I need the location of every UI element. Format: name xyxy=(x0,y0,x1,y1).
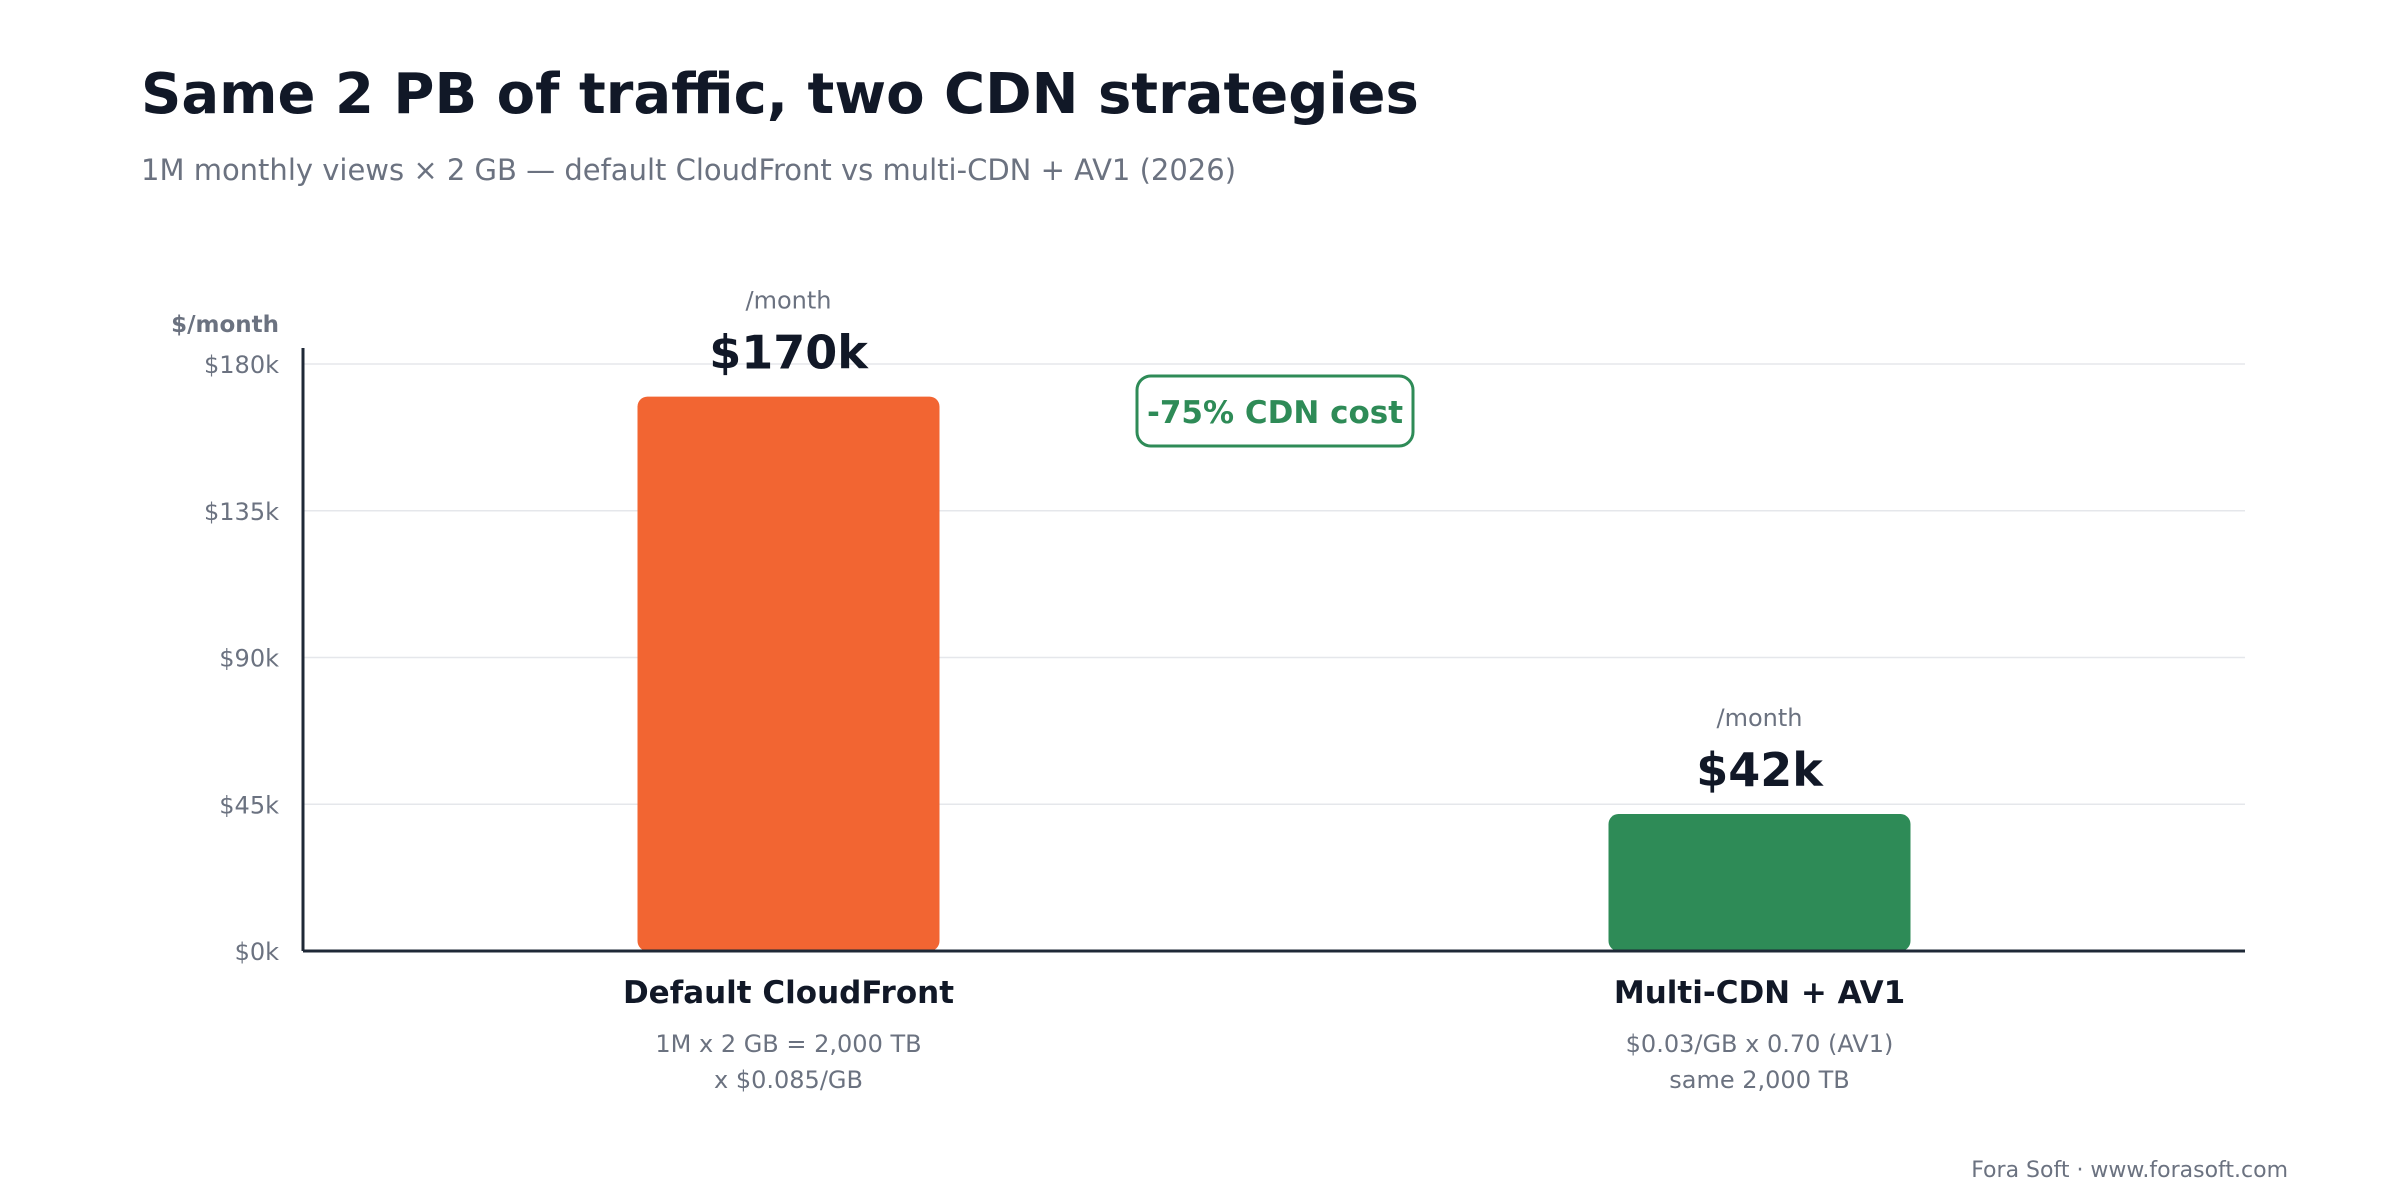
grid-lines xyxy=(303,363,2245,805)
bar-unit-label: /month xyxy=(746,287,832,315)
y-axis-unit-label: $/month xyxy=(171,312,279,338)
category-label: Multi-CDN + AV1 xyxy=(1614,975,1905,1011)
bar-value-label: $170k xyxy=(709,326,869,380)
y-tick-labels: $0k $45k $90k $135k $180k xyxy=(204,351,279,966)
chart-subtitle: 1M monthly views × 2 GB — default CloudF… xyxy=(141,153,1236,187)
bar-labels: /month $170k Default CloudFront 1M x 2 GB =… xyxy=(623,287,1905,1094)
y-tick-label: $135k xyxy=(204,498,279,526)
bar xyxy=(637,396,940,952)
y-tick-label: $45k xyxy=(219,791,279,819)
category-note: x $0.085/GB xyxy=(714,1066,863,1094)
bar-value-label: $42k xyxy=(1696,743,1824,797)
y-tick-label: $180k xyxy=(204,351,279,379)
category-label: Default CloudFront xyxy=(623,975,954,1011)
chart-title: Same 2 PB of traffic, two CDN strategies xyxy=(141,62,1419,127)
y-tick-label: $90k xyxy=(219,645,279,673)
bar xyxy=(1608,814,1911,951)
category-note: $0.03/GB x 0.70 (AV1) xyxy=(1626,1030,1894,1058)
savings-callout-box xyxy=(1135,374,1415,448)
bars xyxy=(637,396,1911,952)
footer-credit: Fora Soft · www.forasoft.com xyxy=(1971,1158,2288,1183)
savings-callout-text: -75% CDN cost xyxy=(1147,395,1403,431)
bar-unit-label: /month xyxy=(1717,704,1803,732)
y-tick-label: $0k xyxy=(235,938,280,966)
category-note: same 2,000 TB xyxy=(1669,1066,1849,1094)
category-note: 1M x 2 GB = 2,000 TB xyxy=(655,1030,921,1058)
savings-callout: -75% CDN cost xyxy=(1135,374,1415,448)
